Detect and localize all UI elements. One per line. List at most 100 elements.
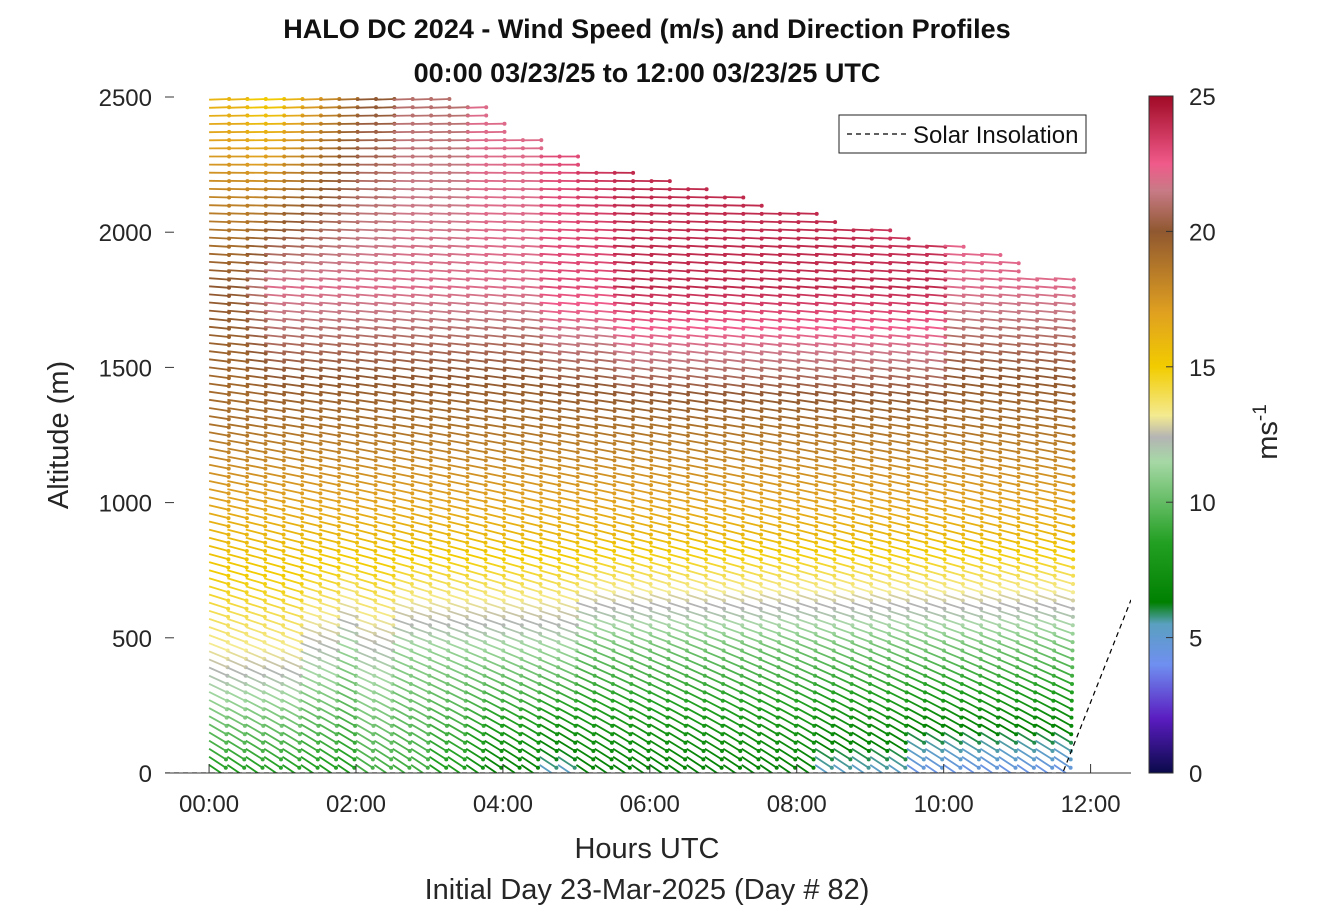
wind-barb <box>337 577 358 585</box>
wind-barb-head <box>279 757 283 762</box>
wind-barb-head <box>428 507 433 512</box>
wind-barb-head <box>409 623 414 628</box>
wind-barb-head <box>391 540 396 545</box>
wind-barb-head <box>336 623 341 628</box>
wind-barb-head <box>741 425 745 430</box>
wind-barb-head <box>391 507 396 512</box>
wind-barb-head <box>593 524 598 529</box>
wind-barb-head <box>245 466 250 471</box>
wind-barb-head <box>704 499 709 504</box>
wind-barb <box>355 609 376 618</box>
wind-barb <box>686 244 707 248</box>
wind-barb-head <box>409 590 414 595</box>
wind-barb-head <box>447 359 452 364</box>
wind-barb <box>208 472 229 478</box>
wind-barb <box>319 309 340 314</box>
wind-barb-head <box>465 507 470 512</box>
wind-barb-head <box>245 425 250 430</box>
wind-barb <box>227 317 248 322</box>
wind-barb-head <box>575 409 580 413</box>
wind-barb <box>282 731 301 744</box>
wind-barb <box>318 707 338 719</box>
wind-barb <box>355 626 376 635</box>
wind-barb-head <box>759 524 764 529</box>
wind-barb <box>759 228 781 232</box>
wind-barb-head <box>793 757 798 762</box>
wind-barb-head <box>483 474 488 479</box>
wind-barb <box>447 439 468 445</box>
wind-barb-head <box>317 614 322 619</box>
wind-barb <box>778 244 799 248</box>
wind-barb-head <box>447 433 452 438</box>
wind-barb-head <box>740 516 745 521</box>
wind-barb-head <box>299 606 304 611</box>
wind-barb <box>466 472 486 478</box>
wind-barb-head <box>520 491 525 496</box>
wind-barb <box>411 334 432 338</box>
wind-barb <box>465 634 486 643</box>
wind-barb <box>374 593 394 602</box>
wind-barb <box>355 334 376 338</box>
wind-barb <box>264 447 284 454</box>
wind-barb-head <box>410 441 415 446</box>
wind-barb-head <box>373 557 378 562</box>
wind-barb <box>337 650 357 660</box>
wind-barb-head <box>373 524 378 529</box>
wind-barb-head <box>704 187 709 192</box>
wind-barb <box>337 593 357 602</box>
wind-barb-head <box>667 425 672 430</box>
wind-barb <box>337 261 358 265</box>
wind-barb <box>355 691 375 702</box>
wind-barb <box>374 196 395 199</box>
wind-barb-head <box>612 409 617 413</box>
wind-barb-head <box>297 757 302 762</box>
wind-barb-head <box>575 532 580 537</box>
wind-barb <box>429 634 449 643</box>
wind-barb <box>631 244 652 248</box>
wind-barb <box>227 293 248 297</box>
wind-barb-head <box>502 441 507 446</box>
wind-barb <box>355 666 375 677</box>
wind-barb-head <box>703 598 708 603</box>
wind-barb <box>686 228 707 232</box>
wind-barb <box>447 390 468 396</box>
wind-barb <box>374 220 395 223</box>
wind-barb-head <box>703 573 708 578</box>
wind-barb-head <box>483 582 488 586</box>
wind-barb-head <box>428 483 433 488</box>
wind-barb <box>319 407 340 412</box>
wind-barb <box>300 642 320 652</box>
wind-barb <box>704 228 725 232</box>
wind-barb <box>355 196 377 199</box>
wind-barb <box>429 553 449 561</box>
wind-barb-head <box>465 524 470 529</box>
wind-barb-head <box>795 532 800 537</box>
wind-barb-head <box>796 458 800 463</box>
wind-barb <box>227 658 247 669</box>
wind-barb-head <box>318 458 323 463</box>
wind-barb-head <box>575 516 580 521</box>
wind-barb <box>410 374 432 379</box>
wind-barb <box>374 415 395 421</box>
wind-barb-head <box>685 483 690 488</box>
wind-barb-head <box>373 450 378 455</box>
wind-barb-head <box>575 582 580 586</box>
wind-barb-head <box>594 458 598 463</box>
wind-barb-head <box>318 483 323 488</box>
wind-barb <box>282 472 303 478</box>
wind-barb-head <box>484 392 488 397</box>
wind-barb-head <box>336 483 341 488</box>
wind-barb-head <box>740 540 745 545</box>
wind-barb-head <box>444 765 449 770</box>
wind-barb-head <box>501 549 506 553</box>
wind-barb-head <box>465 409 470 413</box>
wind-barb <box>741 212 762 215</box>
wind-barb <box>466 398 487 404</box>
wind-barb-head <box>337 376 342 381</box>
wind-barb-head <box>740 466 745 471</box>
wind-barb <box>263 593 284 602</box>
wind-barb-head <box>483 598 488 603</box>
wind-barb-head <box>263 384 268 389</box>
wind-barb-head <box>447 491 451 496</box>
wind-barb-head <box>226 483 231 488</box>
